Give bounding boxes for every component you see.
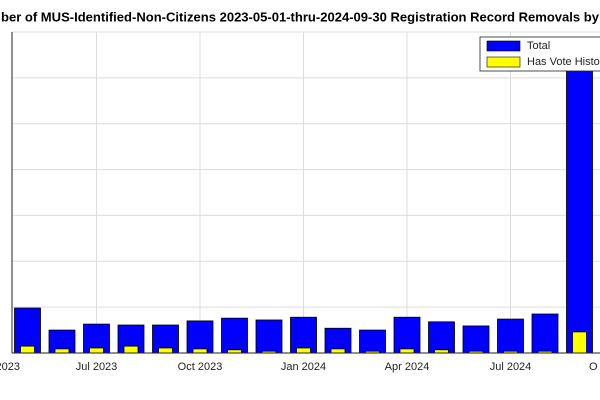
legend-swatch (486, 56, 521, 68)
x-tick-label: 2023 (0, 361, 20, 373)
bar (186, 320, 214, 354)
x-tick-label: Jul 2024 (490, 361, 532, 373)
bar (399, 348, 415, 354)
bar (54, 348, 70, 354)
bar (531, 313, 559, 354)
legend-label: Has Vote Histor (527, 56, 600, 68)
bar (20, 345, 35, 354)
legend-label: Total (527, 40, 550, 52)
bar (296, 347, 311, 354)
legend-swatch (486, 40, 521, 52)
bar (14, 307, 41, 354)
x-tick-label: Oct 2023 (178, 361, 223, 373)
bar (359, 329, 386, 354)
bar (192, 348, 208, 354)
x-tick-label: Jan 2024 (281, 361, 326, 373)
bar (393, 316, 421, 354)
bar (497, 318, 524, 354)
bar (158, 347, 173, 354)
bar (428, 321, 455, 354)
bar (255, 319, 283, 354)
bar (572, 331, 587, 354)
bar (123, 345, 139, 354)
bar (290, 316, 317, 354)
x-tick-label: O (589, 361, 598, 373)
x-tick-label: Jul 2023 (76, 361, 118, 373)
bar (330, 348, 346, 354)
bar (89, 347, 104, 354)
bar (221, 317, 248, 354)
bar (462, 325, 490, 354)
bar (566, 60, 593, 354)
chart-title: ber of MUS-Identified-Non-Citizens 2023-… (1, 10, 599, 24)
x-tick-label: Apr 2024 (385, 361, 430, 373)
